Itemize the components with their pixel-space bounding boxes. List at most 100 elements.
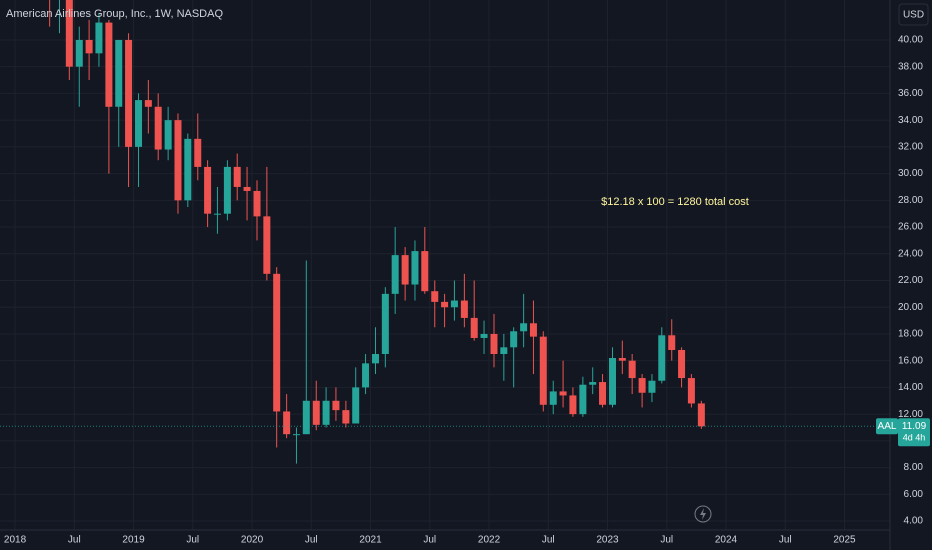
candle-body [312,400,320,425]
candle-body [668,335,676,350]
y-tick-label: 28.00 [898,195,923,206]
chart-title: American Airlines Group, Inc., 1W, NASDA… [6,8,223,20]
x-tick-label: Jul [779,535,792,546]
candle-body [213,213,221,215]
candle-body [569,395,577,415]
symbol-box [876,418,898,435]
candle-body [65,0,73,67]
y-tick-label: 24.00 [898,248,923,259]
candle-body [223,166,231,214]
candle-body [618,358,626,361]
currency-label[interactable]: USD [903,10,924,21]
y-tick-label: 18.00 [898,329,923,340]
candle-body [441,301,449,308]
event-bolt[interactable] [700,508,706,520]
candle-body [164,120,172,150]
candle-body [539,336,547,405]
candle-body [115,39,123,107]
candle-body [450,300,458,308]
grid [0,0,890,530]
candle-body [233,166,241,187]
candle-body [589,382,597,385]
candle-body [174,120,182,201]
candle-body [135,100,143,147]
candle-body [648,380,656,393]
x-tick-label: 2018 [4,535,27,546]
x-tick-label: 2024 [715,535,738,546]
event-icon[interactable] [694,505,712,523]
candle-body [608,358,616,405]
candle-body [678,349,686,379]
candle-body [638,378,646,393]
candle-body [431,291,439,302]
candle-body [470,317,478,338]
candle-body [362,363,370,388]
x-tick-label: 2023 [596,535,619,546]
candle-body [105,22,113,107]
candle-body [144,100,152,107]
y-tick-label: 20.00 [898,302,923,313]
y-tick-label: 38.00 [898,61,923,72]
candle-body [628,360,636,379]
x-tick-label: 2019 [122,535,145,546]
candle-body [500,347,508,355]
y-tick-label: 32.00 [898,142,923,153]
y-tick-label: 4.00 [904,516,924,527]
candle-body [490,333,498,355]
candle-body [342,410,350,424]
price-box [898,418,930,447]
candle-body [352,387,360,424]
y-tick-label: 40.00 [898,35,923,46]
candle-body [302,400,310,435]
candle-body [332,400,340,411]
candle-body [520,323,528,332]
x-tick-label: Jul [68,535,81,546]
x-tick-label: Jul [660,535,673,546]
y-tick-label: 22.00 [898,275,923,286]
annotation: $12.18 x 100 = 1280 total cost [601,196,749,208]
candle-body [204,166,212,214]
candle-body [421,251,429,292]
candle-body [154,106,162,150]
candle-body [85,39,93,54]
candle-body [658,335,666,381]
candle-body [184,138,192,201]
x-tick-label: Jul [186,535,199,546]
candle-body [263,216,271,274]
x-tick-label: 2022 [478,535,501,546]
y-tick-label: 12.00 [898,409,923,420]
candle-body [559,391,567,396]
candle-body [579,384,587,415]
candle-body [273,273,281,412]
candle-body [510,331,518,348]
y-tick-label: 34.00 [898,115,923,126]
y-tick-label: 26.00 [898,222,923,233]
symbol-label: AAL [878,421,897,432]
candle-body [697,403,705,427]
candle-body [599,382,607,405]
candle-body [529,323,537,337]
candle-body [125,39,133,147]
candle-body [95,22,103,54]
candle-body [687,378,695,404]
x-tick-label: 2020 [241,535,264,546]
candle-body [391,255,399,294]
axes: 4.006.008.0010.0012.0014.0016.0018.0020.… [4,35,924,546]
y-tick-label: 14.00 [898,382,923,393]
candle-body [283,411,291,435]
countdown: 4d 4h [903,433,926,443]
y-tick-label: 30.00 [898,168,923,179]
candle-body [194,138,202,167]
candle-body [411,251,419,285]
y-tick-label: 36.00 [898,88,923,99]
x-tick-label: 2021 [359,535,382,546]
candle-body [253,190,261,217]
y-tick-label: 8.00 [904,462,924,473]
y-tick-label: 16.00 [898,355,923,366]
currency-button[interactable] [898,3,929,26]
y-tick-label: 6.00 [904,489,924,500]
price-value: 11.09 [902,421,927,432]
x-tick-label: 2025 [833,535,856,546]
